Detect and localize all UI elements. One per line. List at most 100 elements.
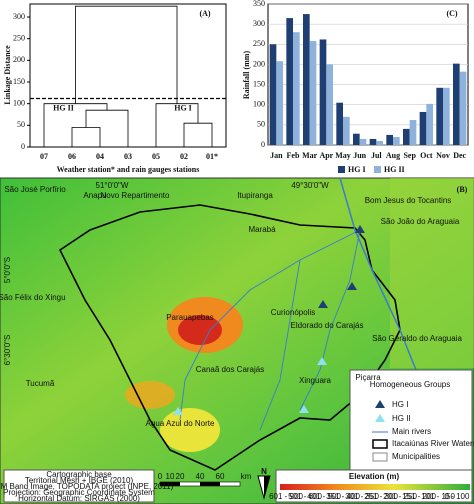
y-tick-label: 300 xyxy=(253,19,265,28)
elevation-class: 601 - 900 xyxy=(269,492,303,501)
y-tick-label: 300 xyxy=(13,12,25,21)
x-tick-label: May xyxy=(335,151,351,160)
town-label: Parauapebas xyxy=(166,313,214,322)
town-label: Novo Repartimento xyxy=(101,191,170,200)
legend-municipalities xyxy=(372,452,388,462)
bar xyxy=(459,71,467,145)
bar xyxy=(319,39,327,145)
x-tick-label: Apr xyxy=(319,151,333,160)
bar xyxy=(353,133,360,145)
x-tick-label: Jan xyxy=(270,151,283,160)
town-label: Água Azul do Norte xyxy=(146,419,215,428)
panel-label: (B) xyxy=(457,185,468,194)
town-label: São João do Araguaia xyxy=(381,217,460,226)
terrain-patch xyxy=(390,178,474,368)
y-tick-label: 100 xyxy=(13,98,25,107)
scale-label: km xyxy=(241,472,252,481)
legend-label: HG I xyxy=(392,400,408,409)
legend-swatch xyxy=(374,166,381,173)
dendrogram-link xyxy=(155,103,199,147)
bar xyxy=(443,87,450,145)
town-label: Curionópolis xyxy=(271,308,315,317)
legend-label: HG II xyxy=(384,165,405,174)
legend-label: Main rivers xyxy=(392,427,431,436)
elevation-class: 351 - 400 xyxy=(326,492,360,501)
y-tick-label: 50 xyxy=(17,120,25,129)
town-label: Bom Jesus do Tocantins xyxy=(365,196,452,205)
credit-line: Cartographic base xyxy=(46,470,112,479)
coordinate-label: 51°0'0"W xyxy=(96,181,129,190)
highland xyxy=(160,408,220,452)
y-tick-label: 50 xyxy=(257,120,265,129)
x-tick-label: Mar xyxy=(302,151,318,160)
y-tick-label: 200 xyxy=(253,59,265,68)
legend-swatch xyxy=(338,166,345,173)
town-label: Eldorado do Carajás xyxy=(291,321,364,330)
panel-label: (A) xyxy=(199,9,210,18)
y-tick-label: 350 xyxy=(253,0,265,8)
x-tick-label: 03 xyxy=(124,152,132,161)
dendrogram-link xyxy=(183,122,213,147)
dendrogram-link xyxy=(85,109,129,147)
town-label: Xinguara xyxy=(299,376,332,385)
river xyxy=(179,229,361,431)
y-tick-label: 100 xyxy=(253,100,265,109)
bar xyxy=(343,116,350,145)
cluster-label: HG I xyxy=(174,103,192,112)
x-tick-label: Feb xyxy=(287,151,300,160)
bar xyxy=(426,103,433,145)
x-tick-label: Jul xyxy=(371,151,382,160)
y-tick-label: 200 xyxy=(13,55,25,64)
y-tick-label: 150 xyxy=(253,79,265,88)
credits-box xyxy=(3,469,155,503)
legend-label: Municipalities xyxy=(392,452,440,461)
town-label: Tucumã xyxy=(26,379,55,388)
credit-line: Projection: Geographic Coordinate System xyxy=(3,488,155,497)
coordinate-label: 5°0'0"S xyxy=(3,257,12,283)
elevation-class: 0 - 100 xyxy=(445,492,470,501)
legend-title: Homogeneous Groups xyxy=(370,380,451,389)
legend-label: Itacaiúnas River Watershed xyxy=(392,439,474,448)
y-tick-label: 150 xyxy=(13,77,25,86)
y-tick-label: 0 xyxy=(21,142,25,151)
credit-line: SRTM Band Image, TOPODATA project (INPE,… xyxy=(0,482,174,491)
bar xyxy=(453,63,460,145)
bar xyxy=(403,128,410,145)
elevation-class: 201 - 250 xyxy=(383,492,417,501)
dendrogram-link xyxy=(43,103,108,147)
y-axis-label: Linkage Distance xyxy=(3,45,12,105)
dendrogram-link xyxy=(75,5,178,104)
x-tick-label: 07 xyxy=(40,152,48,161)
legend-hg2 xyxy=(375,414,385,422)
credit-line: Territorial Mesh + IBGE (2010) xyxy=(25,476,134,485)
elevation-class: 151 - 200 xyxy=(402,492,436,501)
legend-label: HG I xyxy=(348,165,366,174)
panel-c-frame xyxy=(267,3,469,146)
elevation-class: 251 - 300 xyxy=(364,492,398,501)
bar xyxy=(386,134,393,145)
elevation-class: 301 - 350 xyxy=(345,492,379,501)
scale-label: 60 xyxy=(216,472,225,481)
bar xyxy=(269,44,277,145)
bar xyxy=(393,136,400,145)
bar xyxy=(409,120,417,145)
x-tick-label: 05 xyxy=(152,152,160,161)
scale-label: 10 xyxy=(166,472,175,481)
bar xyxy=(419,111,427,145)
x-tick-label: 04 xyxy=(96,152,104,161)
x-tick-label: 06 xyxy=(68,152,76,161)
credit-line: Horizontal Datum: SIRGAS (2000) xyxy=(18,494,140,503)
bar xyxy=(293,32,300,146)
elevation-class: 501 - 600 xyxy=(288,492,322,501)
legend-hg1 xyxy=(375,400,385,408)
x-tick-label: 01* xyxy=(206,152,218,161)
legend-watershed xyxy=(372,439,388,449)
y-tick-label: 250 xyxy=(13,33,25,42)
north-arrow xyxy=(264,476,270,498)
x-tick-label: Oct xyxy=(420,151,433,160)
town-label: Piçarra xyxy=(355,373,381,382)
coordinate-label: 49°30'0"W xyxy=(291,181,329,190)
bar xyxy=(303,14,310,146)
town-label: São Geraldo do Araguaia xyxy=(372,334,462,343)
